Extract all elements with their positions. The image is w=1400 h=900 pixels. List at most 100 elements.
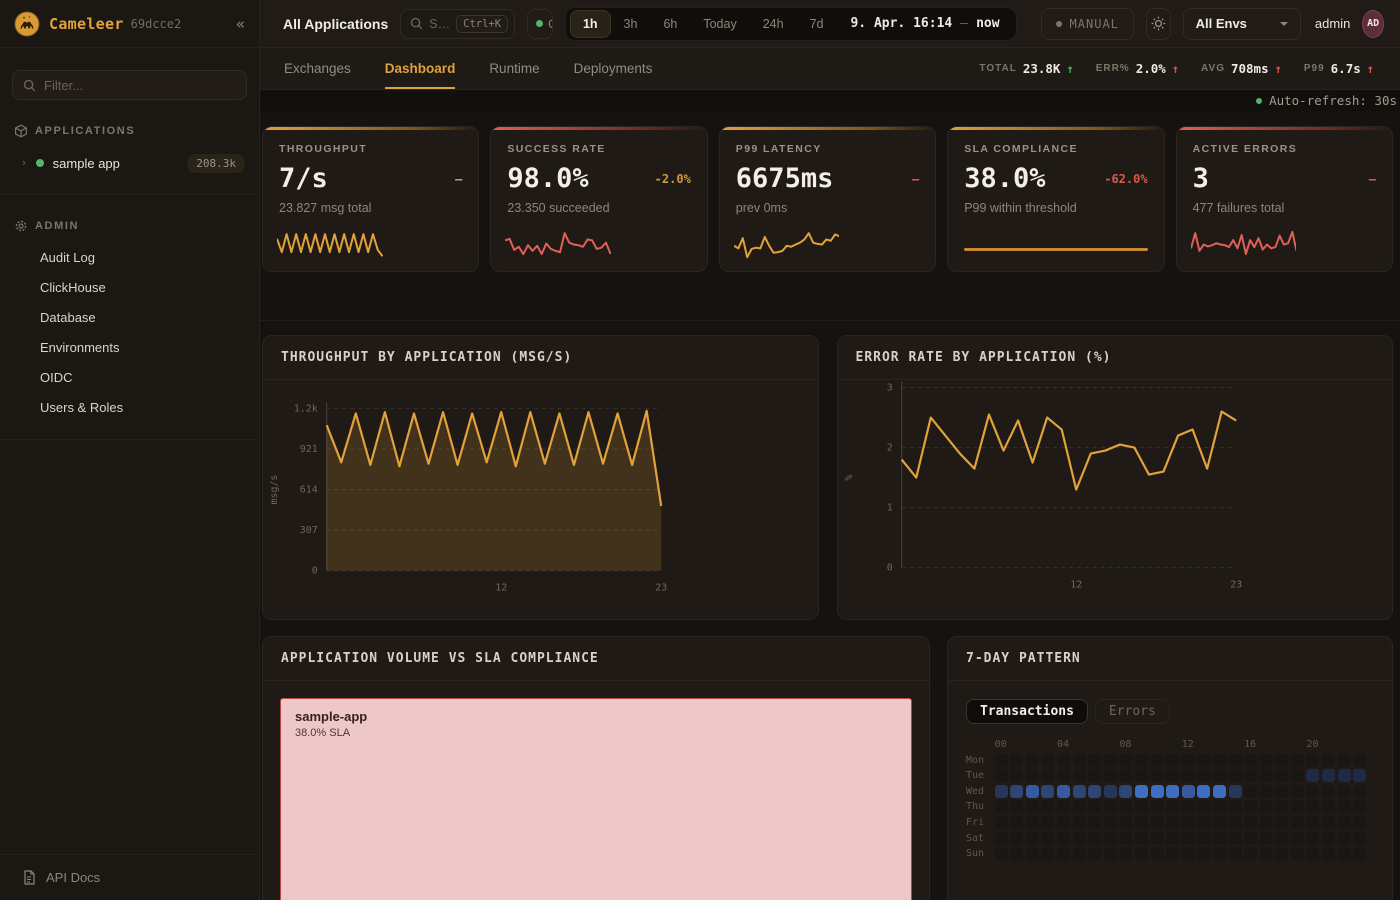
heatmap-cell[interactable] (1056, 784, 1070, 798)
heatmap-cell[interactable] (1212, 753, 1226, 767)
heatmap-cell[interactable] (1306, 769, 1320, 783)
heatmap-cell[interactable] (1322, 753, 1336, 767)
heatmap-cell[interactable] (1228, 815, 1242, 829)
heatmap-cell[interactable] (1010, 784, 1024, 798)
heatmap-cell[interactable] (1244, 847, 1258, 861)
heatmap-cell[interactable] (994, 769, 1008, 783)
heatmap-cell[interactable] (1259, 815, 1273, 829)
heatmap-cell[interactable] (1041, 784, 1055, 798)
heatmap-cell[interactable] (1259, 847, 1273, 861)
filter-input[interactable]: Filter... (12, 70, 247, 100)
heatmap-cell[interactable] (1275, 800, 1289, 814)
heatmap-cell[interactable] (1259, 800, 1273, 814)
heatmap-cell[interactable] (1056, 800, 1070, 814)
heatmap-cell[interactable] (1056, 769, 1070, 783)
heatmap-cell[interactable] (1306, 784, 1320, 798)
heatmap-cell[interactable] (1134, 769, 1148, 783)
heatmap-cell[interactable] (1072, 769, 1086, 783)
heatmap-cell[interactable] (1228, 769, 1242, 783)
heatmap-cell[interactable] (994, 800, 1008, 814)
heatmap-cell[interactable] (1197, 815, 1211, 829)
heatmap-cell[interactable] (1056, 831, 1070, 845)
heatmap-cell[interactable] (1181, 769, 1195, 783)
range-6h[interactable]: 6h (663, 16, 678, 31)
heatmap-cell[interactable] (1228, 831, 1242, 845)
heatmap-cell[interactable] (1212, 831, 1226, 845)
tab-runtime[interactable]: Runtime (489, 61, 540, 76)
heatmap-cell[interactable] (1322, 847, 1336, 861)
heatmap-cell[interactable] (994, 784, 1008, 798)
heatmap-cell[interactable] (1337, 800, 1351, 814)
theme-toggle-button[interactable] (1145, 7, 1171, 40)
heatmap-cell[interactable] (1119, 800, 1133, 814)
heatmap-cell[interactable] (1306, 753, 1320, 767)
range-1h[interactable]: 1h (569, 9, 611, 38)
heatmap-cell[interactable] (1088, 800, 1102, 814)
heatmap-cell[interactable] (1322, 784, 1336, 798)
heatmap-cell[interactable] (1150, 831, 1164, 845)
heatmap-cell[interactable] (1166, 800, 1180, 814)
heatmap-cell[interactable] (1181, 784, 1195, 798)
heatmap-cell[interactable] (1290, 753, 1304, 767)
heatmap-cell[interactable] (1072, 847, 1086, 861)
heatmap-cell[interactable] (1103, 800, 1117, 814)
heatmap-cell[interactable] (1150, 800, 1164, 814)
range-7d[interactable]: 7d (809, 16, 824, 31)
heatmap-cell[interactable] (1306, 831, 1320, 845)
tab-exchanges[interactable]: Exchanges (284, 61, 351, 76)
heatmap-cell[interactable] (1119, 847, 1133, 861)
heatmap-cell[interactable] (1353, 753, 1367, 767)
heatmap-cell[interactable] (1337, 753, 1351, 767)
heatmap-cell[interactable] (1150, 753, 1164, 767)
heatmap-cell[interactable] (1025, 800, 1039, 814)
heatmap-cell[interactable] (1337, 831, 1351, 845)
heatmap-cell[interactable] (1353, 784, 1367, 798)
heatmap-cell[interactable] (1088, 769, 1102, 783)
sidebar-item-environments[interactable]: Environments (40, 340, 120, 355)
heatmap-cell[interactable] (1150, 815, 1164, 829)
heatmap-cell[interactable] (1025, 815, 1039, 829)
heatmap-cell[interactable] (1088, 831, 1102, 845)
toggle-transactions[interactable]: Transactions (966, 699, 1088, 724)
heatmap-cell[interactable] (1275, 831, 1289, 845)
sidebar-item-oidc[interactable]: OIDC (40, 370, 73, 385)
heatmap-cell[interactable] (1353, 815, 1367, 829)
heatmap-cell[interactable] (1041, 800, 1055, 814)
sidebar-item-database[interactable]: Database (40, 310, 96, 325)
heatmap-cell[interactable] (1197, 800, 1211, 814)
heatmap-cell[interactable] (1166, 769, 1180, 783)
sidebar-item-audit-log[interactable]: Audit Log (40, 250, 95, 265)
heatmap-cell[interactable] (1228, 800, 1242, 814)
heatmap-cell[interactable] (1197, 847, 1211, 861)
heatmap-cell[interactable] (1259, 753, 1273, 767)
heatmap-cell[interactable] (1322, 800, 1336, 814)
heatmap-cell[interactable] (1212, 815, 1226, 829)
heatmap-cell[interactable] (1134, 753, 1148, 767)
heatmap-cell[interactable] (1010, 831, 1024, 845)
heatmap-cell[interactable] (1337, 847, 1351, 861)
heatmap-cell[interactable] (1290, 784, 1304, 798)
avatar[interactable]: AD (1362, 9, 1384, 38)
manual-refresh-button[interactable]: MANUAL (1040, 7, 1134, 40)
heatmap-cell[interactable] (1212, 847, 1226, 861)
heatmap-cell[interactable] (1322, 815, 1336, 829)
heatmap-cell[interactable] (1134, 815, 1148, 829)
heatmap-cell[interactable] (1056, 753, 1070, 767)
heatmap-cell[interactable] (1166, 753, 1180, 767)
heatmap-cell[interactable] (1041, 847, 1055, 861)
heatmap-cell[interactable] (1088, 784, 1102, 798)
tab-dashboard[interactable]: Dashboard (385, 48, 456, 89)
heatmap-cell[interactable] (1010, 753, 1024, 767)
heatmap-cell[interactable] (994, 847, 1008, 861)
heatmap-cell[interactable] (1259, 784, 1273, 798)
date-range-end[interactable]: now (976, 16, 1000, 31)
heatmap-cell[interactable] (1025, 831, 1039, 845)
heatmap-cell[interactable] (1103, 784, 1117, 798)
heatmap-cell[interactable] (1041, 815, 1055, 829)
heatmap-cell[interactable] (1275, 753, 1289, 767)
heatmap-cell[interactable] (1072, 815, 1086, 829)
heatmap-cell[interactable] (1041, 753, 1055, 767)
heatmap-cell[interactable] (1275, 769, 1289, 783)
heatmap-cell[interactable] (1088, 753, 1102, 767)
sidebar-item-users-roles[interactable]: Users & Roles (40, 400, 124, 415)
